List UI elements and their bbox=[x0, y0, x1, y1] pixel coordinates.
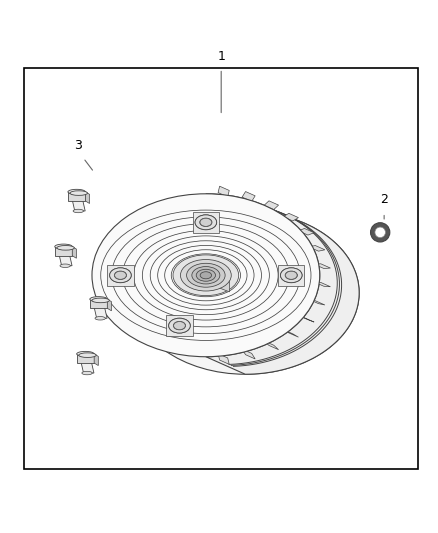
Polygon shape bbox=[314, 264, 330, 269]
Polygon shape bbox=[58, 251, 72, 266]
Ellipse shape bbox=[173, 255, 239, 296]
Ellipse shape bbox=[200, 218, 212, 227]
Ellipse shape bbox=[280, 268, 302, 282]
Ellipse shape bbox=[200, 272, 212, 279]
Ellipse shape bbox=[79, 353, 96, 358]
Polygon shape bbox=[71, 197, 85, 211]
Ellipse shape bbox=[187, 263, 225, 287]
Ellipse shape bbox=[90, 297, 107, 302]
Text: 3: 3 bbox=[74, 139, 82, 152]
Ellipse shape bbox=[60, 264, 71, 268]
Ellipse shape bbox=[55, 244, 72, 249]
Ellipse shape bbox=[192, 266, 220, 284]
Polygon shape bbox=[242, 349, 255, 359]
Polygon shape bbox=[218, 186, 229, 197]
Ellipse shape bbox=[286, 271, 297, 279]
Ellipse shape bbox=[73, 209, 84, 213]
Ellipse shape bbox=[174, 321, 185, 329]
Polygon shape bbox=[85, 192, 89, 204]
Polygon shape bbox=[264, 201, 279, 209]
Ellipse shape bbox=[131, 211, 359, 374]
Ellipse shape bbox=[68, 189, 85, 195]
Ellipse shape bbox=[169, 318, 190, 333]
Polygon shape bbox=[72, 247, 76, 259]
Ellipse shape bbox=[285, 271, 297, 279]
Polygon shape bbox=[93, 304, 107, 318]
Ellipse shape bbox=[195, 215, 217, 230]
Bar bbox=[193, 212, 219, 233]
Polygon shape bbox=[298, 229, 314, 235]
Ellipse shape bbox=[280, 268, 302, 282]
Polygon shape bbox=[309, 300, 325, 305]
Polygon shape bbox=[309, 246, 325, 251]
Ellipse shape bbox=[200, 219, 212, 227]
Ellipse shape bbox=[196, 269, 215, 281]
Bar bbox=[90, 299, 107, 308]
Bar bbox=[107, 265, 134, 286]
Bar bbox=[55, 247, 72, 256]
Ellipse shape bbox=[114, 271, 127, 279]
Ellipse shape bbox=[70, 191, 88, 196]
Bar bbox=[68, 192, 85, 201]
Polygon shape bbox=[218, 354, 229, 365]
Ellipse shape bbox=[92, 194, 320, 357]
Text: 1: 1 bbox=[217, 50, 225, 63]
Ellipse shape bbox=[110, 268, 131, 282]
Ellipse shape bbox=[57, 246, 74, 250]
Ellipse shape bbox=[115, 271, 126, 279]
Polygon shape bbox=[107, 299, 111, 311]
Polygon shape bbox=[206, 268, 230, 292]
Polygon shape bbox=[80, 359, 94, 373]
Bar bbox=[278, 265, 304, 286]
Ellipse shape bbox=[92, 298, 110, 303]
Ellipse shape bbox=[173, 321, 186, 330]
Bar bbox=[166, 315, 193, 336]
Polygon shape bbox=[264, 341, 279, 350]
Polygon shape bbox=[314, 282, 330, 287]
Polygon shape bbox=[298, 316, 314, 322]
Bar bbox=[77, 354, 94, 363]
Ellipse shape bbox=[375, 227, 385, 238]
Polygon shape bbox=[242, 191, 255, 201]
Polygon shape bbox=[94, 354, 98, 366]
Polygon shape bbox=[283, 329, 298, 337]
Ellipse shape bbox=[169, 318, 190, 333]
Polygon shape bbox=[283, 213, 298, 221]
Ellipse shape bbox=[180, 260, 231, 291]
Polygon shape bbox=[206, 194, 359, 374]
Ellipse shape bbox=[195, 215, 217, 230]
Text: 2: 2 bbox=[380, 193, 388, 206]
Ellipse shape bbox=[371, 223, 390, 242]
Ellipse shape bbox=[110, 268, 131, 282]
Ellipse shape bbox=[77, 351, 94, 357]
Ellipse shape bbox=[95, 317, 106, 320]
Ellipse shape bbox=[82, 372, 92, 375]
